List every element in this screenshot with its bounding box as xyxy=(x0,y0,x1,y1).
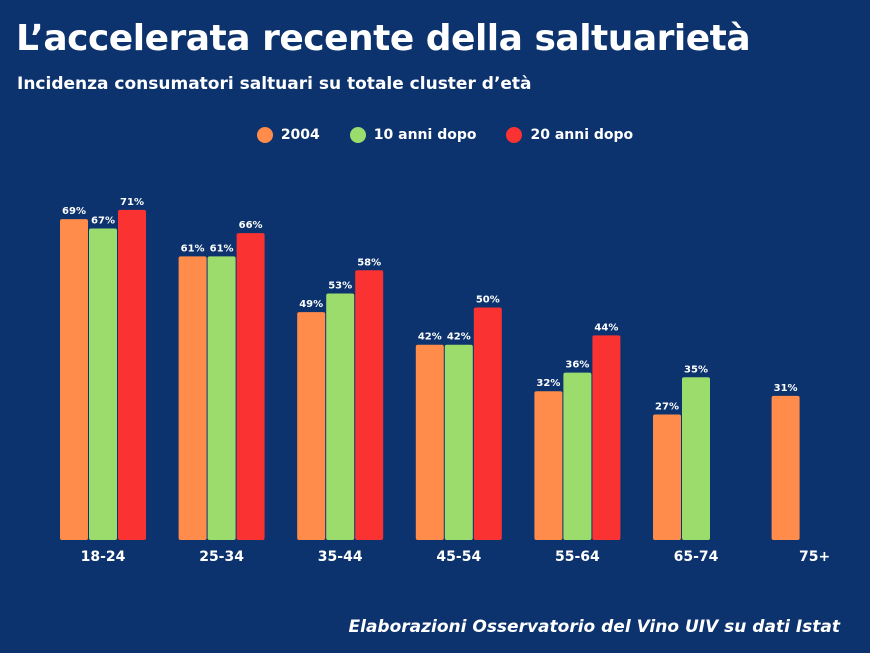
data-label: 61% xyxy=(181,243,205,254)
legend-label: 2004 xyxy=(280,127,320,143)
data-label: 32% xyxy=(536,378,560,389)
bar-35-44-0 xyxy=(297,312,326,540)
x-tick-label: 45-54 xyxy=(436,549,481,565)
data-label: 53% xyxy=(328,281,352,292)
data-label: 35% xyxy=(684,364,708,375)
chart-subtitle: Incidenza consumatori saltuari su totale… xyxy=(17,74,532,94)
x-tick-label: 25-34 xyxy=(199,549,244,565)
legend-label: 10 anni dopo xyxy=(373,127,477,143)
data-label: 66% xyxy=(239,220,263,231)
bar-45-54-2 xyxy=(473,307,502,540)
legend-swatch-2004 xyxy=(256,127,273,143)
data-label: 42% xyxy=(447,332,471,343)
legend-swatch-10-anni xyxy=(349,127,366,143)
source-note: Elaborazioni Osservatorio del Vino UIV s… xyxy=(348,617,841,637)
x-tick-label: 18-24 xyxy=(81,549,126,565)
x-tick-label: 75+ xyxy=(799,549,830,565)
bar-25-34-0 xyxy=(178,256,207,540)
legend-label: 20 anni dopo xyxy=(530,127,634,143)
bar-55-64-1 xyxy=(563,372,592,540)
chart-title: L’accelerata recente della saltuarietà xyxy=(16,18,751,59)
bar-18-24-1 xyxy=(89,228,117,540)
bar-25-34-1 xyxy=(207,256,236,540)
bar-45-54-1 xyxy=(444,344,473,540)
legend-item-20-anni: 20 anni dopo xyxy=(506,127,633,143)
data-label: 44% xyxy=(594,322,618,333)
legend: 2004 10 anni dopo 20 anni dopo xyxy=(0,127,870,143)
bar-35-44-2 xyxy=(355,270,384,540)
data-label: 27% xyxy=(655,401,679,412)
legend-item-10-anni: 10 anni dopo xyxy=(349,127,477,143)
bar-18-24-2 xyxy=(118,209,146,540)
data-label: 50% xyxy=(476,295,500,306)
bar-65-74-1 xyxy=(682,377,710,540)
x-tick-label: 65-74 xyxy=(674,549,719,565)
data-label: 36% xyxy=(565,360,589,371)
bar-65-74-0 xyxy=(653,414,681,540)
data-label: 31% xyxy=(774,383,798,394)
data-label: 49% xyxy=(299,299,323,310)
data-label: 69% xyxy=(62,206,86,217)
bar-55-64-0 xyxy=(534,391,563,540)
x-tick-label: 35-44 xyxy=(318,549,363,565)
bar-25-34-2 xyxy=(236,233,265,540)
data-label: 42% xyxy=(418,332,442,343)
data-label: 67% xyxy=(91,215,115,226)
data-label: 61% xyxy=(210,243,234,254)
data-label: 71% xyxy=(120,197,144,208)
data-label: 58% xyxy=(357,257,381,268)
bar-45-54-0 xyxy=(415,344,444,540)
x-tick-label: 55-64 xyxy=(555,549,600,565)
bar-18-24-0 xyxy=(60,219,88,540)
legend-item-2004: 2004 xyxy=(256,127,320,143)
legend-swatch-20-anni xyxy=(506,127,523,143)
bar-55-64-2 xyxy=(592,335,621,540)
bar-75+-0 xyxy=(771,395,800,540)
bar-35-44-1 xyxy=(326,293,355,540)
